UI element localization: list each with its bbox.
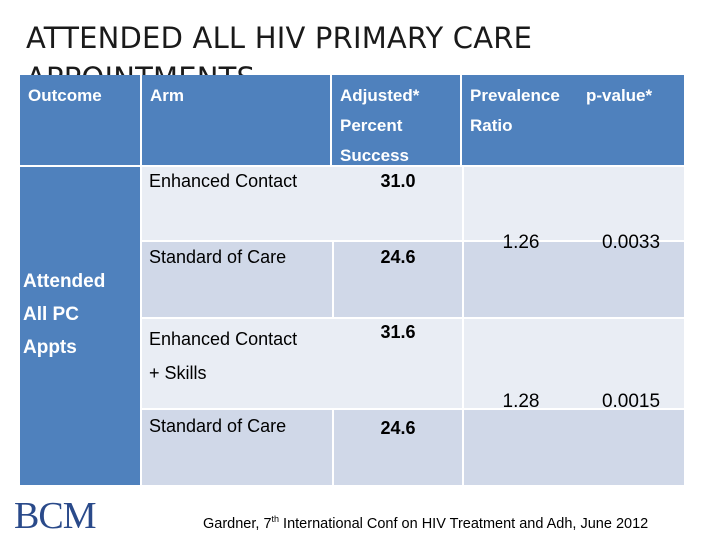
header-prevalence-ratio: Prevalence Ratio xyxy=(462,75,578,165)
table-row xyxy=(142,408,684,485)
prevalence-ratio-cell-1: 1.26 xyxy=(464,232,578,260)
arm-cell-2: Standard of Care xyxy=(149,247,329,275)
outcome-cell: Attended All PC Appts xyxy=(20,165,142,485)
column-divider xyxy=(462,165,464,485)
arm-label-4: Standard of Care xyxy=(149,416,287,436)
arm-label-3-line2: + Skills xyxy=(149,363,207,383)
table-row xyxy=(142,240,684,317)
header-outcome: Outcome xyxy=(20,75,142,165)
prevalence-ratio-1: 1.26 xyxy=(502,232,540,253)
table-row xyxy=(142,317,684,408)
header-p-value: p-value* xyxy=(578,75,684,165)
header-pvalue-label: p-value* xyxy=(586,86,653,105)
header-outcome-label: Outcome xyxy=(28,86,102,105)
percent-value-2: 24.6 xyxy=(380,247,416,267)
outcome-label-line1: Attended xyxy=(23,271,106,292)
header-adjusted-percent: Adjusted* Percent Success xyxy=(332,75,462,165)
table-row xyxy=(142,165,684,240)
header-adjusted-line3: Success xyxy=(340,146,409,165)
prevalence-ratio-cell-2: 1.28 xyxy=(464,391,578,419)
citation-text-before: Gardner, 7 xyxy=(203,515,272,532)
arm-cell-1: Enhanced Contact xyxy=(149,171,329,199)
p-value-cell-2: 0.0015 xyxy=(578,391,684,419)
percent-value-1: 31.0 xyxy=(380,171,416,191)
header-adjusted-line2: Percent xyxy=(340,116,403,135)
header-prevalence-line2: Ratio xyxy=(470,116,513,135)
citation-text-after: International Conf on HIV Treatment and … xyxy=(279,515,649,532)
column-divider xyxy=(332,408,334,485)
arm-cell-3: Enhanced Contact + Skills xyxy=(149,322,329,383)
citation-superscript: th xyxy=(271,514,280,524)
outcome-label-line2: All PC xyxy=(23,304,79,325)
outcome-label-line3: Appts xyxy=(23,337,77,358)
prevalence-ratio-2: 1.28 xyxy=(502,391,540,412)
header-prevalence-line1: Prevalence xyxy=(470,86,560,105)
header-arm-label: Arm xyxy=(150,86,185,105)
arm-label-3-line1: Enhanced Contact xyxy=(149,329,298,349)
arm-label-1: Enhanced Contact xyxy=(149,171,298,191)
header-arm: Arm xyxy=(142,75,332,165)
p-value-2: 0.0015 xyxy=(601,391,661,412)
p-value-cell-1: 0.0033 xyxy=(578,232,684,260)
arm-cell-4: Standard of Care xyxy=(149,416,329,444)
arm-label-2: Standard of Care xyxy=(149,247,287,267)
p-value-1: 0.0033 xyxy=(601,232,661,253)
percent-cell-1: 31.0 xyxy=(334,171,462,199)
percent-cell-4: 24.6 xyxy=(334,418,462,446)
percent-cell-3: 31.6 xyxy=(334,322,462,350)
header-adjusted-line1: Adjusted* xyxy=(340,86,420,105)
percent-value-4: 24.6 xyxy=(380,418,416,438)
column-divider xyxy=(332,240,334,317)
citation: Gardner, 7th International Conf on HIV T… xyxy=(203,514,648,532)
bcm-logo: BCM xyxy=(14,495,96,537)
percent-cell-2: 24.6 xyxy=(334,247,462,275)
percent-value-3: 31.6 xyxy=(380,322,416,342)
